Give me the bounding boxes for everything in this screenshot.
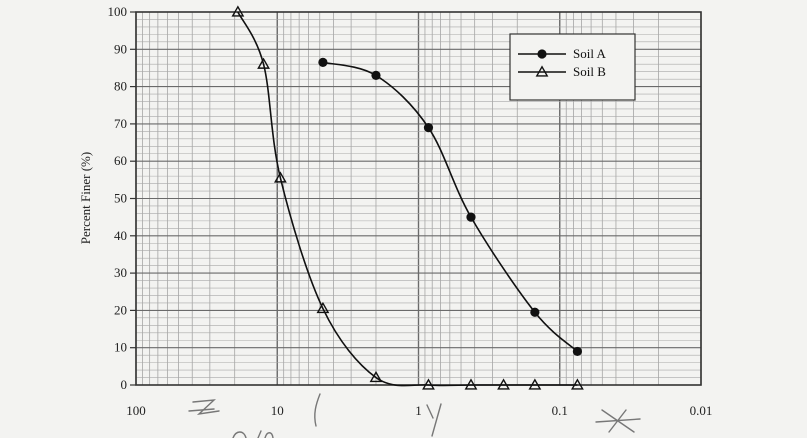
data-point-triangle bbox=[497, 378, 510, 390]
y-tick-label: 30 bbox=[114, 265, 127, 280]
handwritten-mark-z bbox=[192, 399, 220, 416]
y-tick-label: 70 bbox=[114, 116, 127, 131]
data-point-triangle bbox=[570, 378, 584, 390]
handwritten-mark-bottom bbox=[232, 430, 274, 438]
series-line bbox=[237, 11, 578, 387]
y-tick-label: 100 bbox=[108, 4, 128, 19]
data-point-triangle bbox=[257, 57, 270, 69]
handwritten-mark-stroke bbox=[314, 393, 321, 427]
data-point-triangle bbox=[422, 378, 435, 390]
y-tick-label: 60 bbox=[114, 153, 127, 168]
data-point-triangle bbox=[316, 301, 330, 314]
y-tick-label: 50 bbox=[114, 191, 127, 206]
series-soil-b bbox=[231, 5, 584, 390]
data-point-triangle bbox=[369, 370, 383, 383]
data-point-triangle bbox=[273, 171, 287, 183]
x-tick-label: 0.1 bbox=[552, 403, 568, 418]
y-tick-labels: 0 10 20 30 40 50 60 70 80 90 100 bbox=[108, 4, 128, 392]
data-point-circle bbox=[537, 49, 547, 59]
data-point-circle bbox=[318, 57, 328, 67]
series-soil-a bbox=[318, 57, 582, 357]
y-tick-label: 80 bbox=[114, 79, 127, 94]
data-point-circle bbox=[466, 212, 476, 222]
data-point-triangle bbox=[535, 65, 549, 77]
data-point-circle bbox=[423, 123, 434, 133]
legend-label: Soil B bbox=[573, 64, 606, 79]
x-tick-label: 10 bbox=[271, 403, 284, 418]
data-point-triangle bbox=[528, 378, 542, 390]
x-tick-labels: 100 10 1 0.1 0.01 bbox=[126, 403, 712, 418]
x-tick-label: 1 bbox=[415, 403, 422, 418]
legend-label: Soil A bbox=[573, 46, 606, 61]
legend-box bbox=[509, 33, 636, 101]
handwritten-mark-x bbox=[595, 409, 641, 433]
x-tick-label: 100 bbox=[126, 403, 146, 418]
y-tick-label: 0 bbox=[121, 377, 128, 392]
data-point-circle bbox=[572, 346, 582, 357]
data-point-circle bbox=[371, 70, 381, 81]
legend: Soil A Soil B bbox=[509, 33, 636, 101]
y-axis-label: Percent Finer (%) bbox=[78, 152, 93, 244]
data-point-triangle bbox=[231, 5, 245, 17]
handwritten-mark-z-bar bbox=[188, 408, 215, 412]
x-tick-label: 0.01 bbox=[690, 403, 713, 418]
data-point-triangle bbox=[464, 378, 478, 390]
handwritten-annotations bbox=[188, 393, 641, 438]
series-group bbox=[231, 5, 584, 390]
y-tick-label: 40 bbox=[114, 228, 127, 243]
handwritten-mark-y bbox=[426, 403, 442, 437]
y-tick-label: 20 bbox=[114, 302, 127, 317]
y-tick-label: 90 bbox=[114, 41, 127, 56]
data-point-circle bbox=[530, 307, 540, 317]
y-tick-label: 10 bbox=[114, 340, 127, 355]
